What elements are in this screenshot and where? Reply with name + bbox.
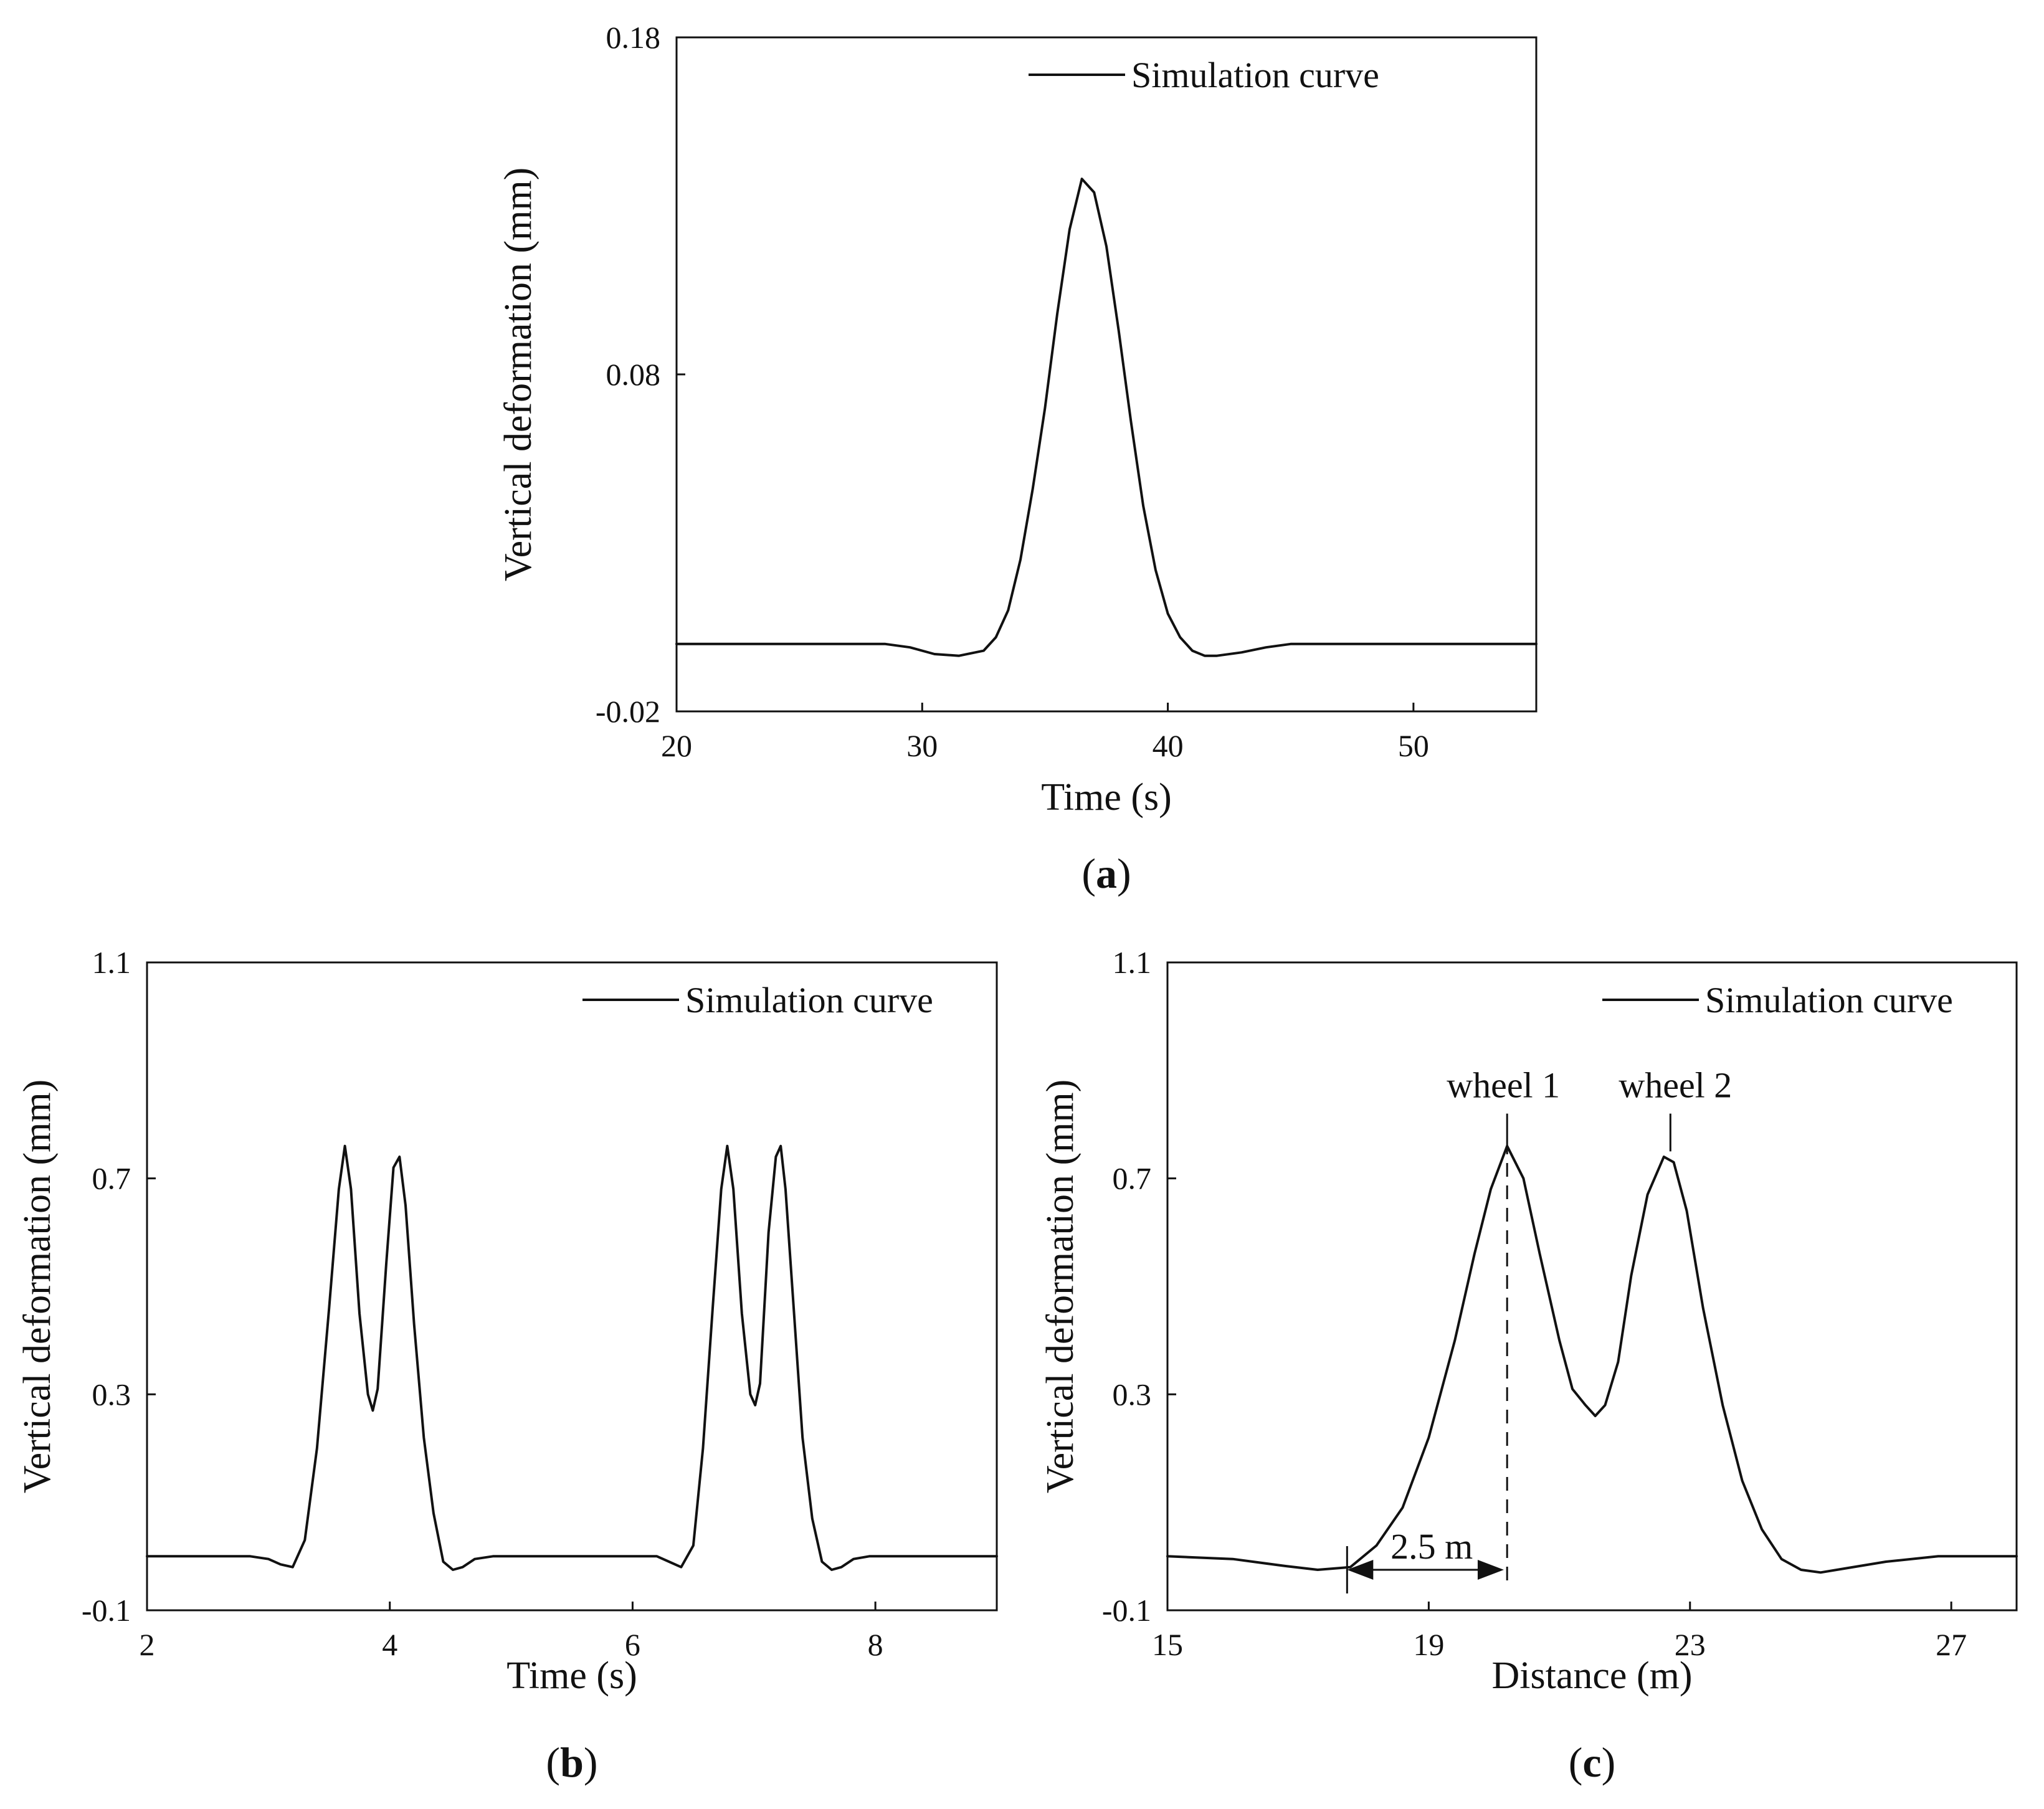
y-tick-label: 0.3 bbox=[1113, 1377, 1152, 1412]
x-axis-title: Time (s) bbox=[506, 1655, 637, 1697]
x-tick-label: 23 bbox=[1675, 1627, 1706, 1662]
y-tick-label: 1.1 bbox=[1113, 945, 1152, 980]
legend-label: Simulation curve bbox=[1131, 55, 1379, 95]
x-tick-label: 40 bbox=[1153, 728, 1184, 763]
series-line bbox=[675, 178, 1538, 657]
x-tick-label: 30 bbox=[906, 728, 938, 763]
y-tick-label: 0.08 bbox=[606, 357, 661, 392]
y-tick-label: 0.7 bbox=[92, 1161, 131, 1196]
panel-label: (a) bbox=[1081, 850, 1131, 897]
wheel2-label: wheel 2 bbox=[1619, 1065, 1732, 1106]
panel-label: (b) bbox=[546, 1739, 597, 1786]
wheel1-label: wheel 1 bbox=[1447, 1065, 1560, 1106]
plot-frame bbox=[675, 36, 1538, 713]
plot-frame bbox=[1166, 961, 2018, 1612]
legend-label: Simulation curve bbox=[685, 980, 933, 1020]
y-tick-label: 0.7 bbox=[1113, 1161, 1152, 1196]
y-tick-label: 0.18 bbox=[606, 20, 661, 55]
x-tick-label: 8 bbox=[868, 1627, 883, 1662]
legend-label: Simulation curve bbox=[1705, 980, 1953, 1020]
y-axis-title: Vertical deformation (mm) bbox=[16, 1080, 59, 1494]
y-tick-label: 0.3 bbox=[92, 1377, 131, 1412]
x-tick-label: 27 bbox=[1936, 1627, 1967, 1662]
x-tick-label: 6 bbox=[625, 1627, 640, 1662]
x-tick-label: 50 bbox=[1398, 728, 1429, 763]
span-label: 2.5 m bbox=[1390, 1526, 1473, 1567]
series-line bbox=[146, 1144, 998, 1571]
panel-label: (c) bbox=[1569, 1739, 1616, 1786]
chart-panel-a: 20 30 40 50 -0.02 0.08 0.18 Time (s) Vertical de… bbox=[497, 20, 1538, 897]
span-arrow-left bbox=[1347, 1560, 1374, 1580]
y-axis-title: Vertical deformation (mm) bbox=[1039, 1080, 1081, 1494]
x-tick-label: 20 bbox=[661, 728, 692, 763]
series-line bbox=[1166, 1144, 2018, 1574]
plot-frame bbox=[146, 961, 998, 1612]
x-tick-label: 4 bbox=[382, 1627, 397, 1662]
span-arrow-right bbox=[1477, 1560, 1504, 1580]
x-tick-label: 15 bbox=[1152, 1627, 1183, 1662]
y-tick-label: -0.1 bbox=[82, 1593, 131, 1628]
x-tick-label: 2 bbox=[140, 1627, 155, 1662]
x-axis-title: Time (s) bbox=[1041, 776, 1172, 819]
y-axis-title: Vertical deformation (mm) bbox=[497, 168, 540, 582]
y-tick-label: 1.1 bbox=[92, 945, 131, 980]
x-tick-label: 19 bbox=[1413, 1627, 1444, 1662]
y-tick-label: -0.02 bbox=[596, 694, 660, 729]
chart-panel-b: 2 4 6 8 -0.1 0.3 0.7 1.1 Time (s) Vertical deform… bbox=[16, 945, 998, 1786]
y-tick-label: -0.1 bbox=[1102, 1593, 1151, 1628]
x-axis-title: Distance (m) bbox=[1492, 1655, 1693, 1697]
chart-panel-c: 15 19 23 27 -0.1 0.3 0.7 1.1 Distance (m) Vertica… bbox=[1039, 945, 2018, 1786]
